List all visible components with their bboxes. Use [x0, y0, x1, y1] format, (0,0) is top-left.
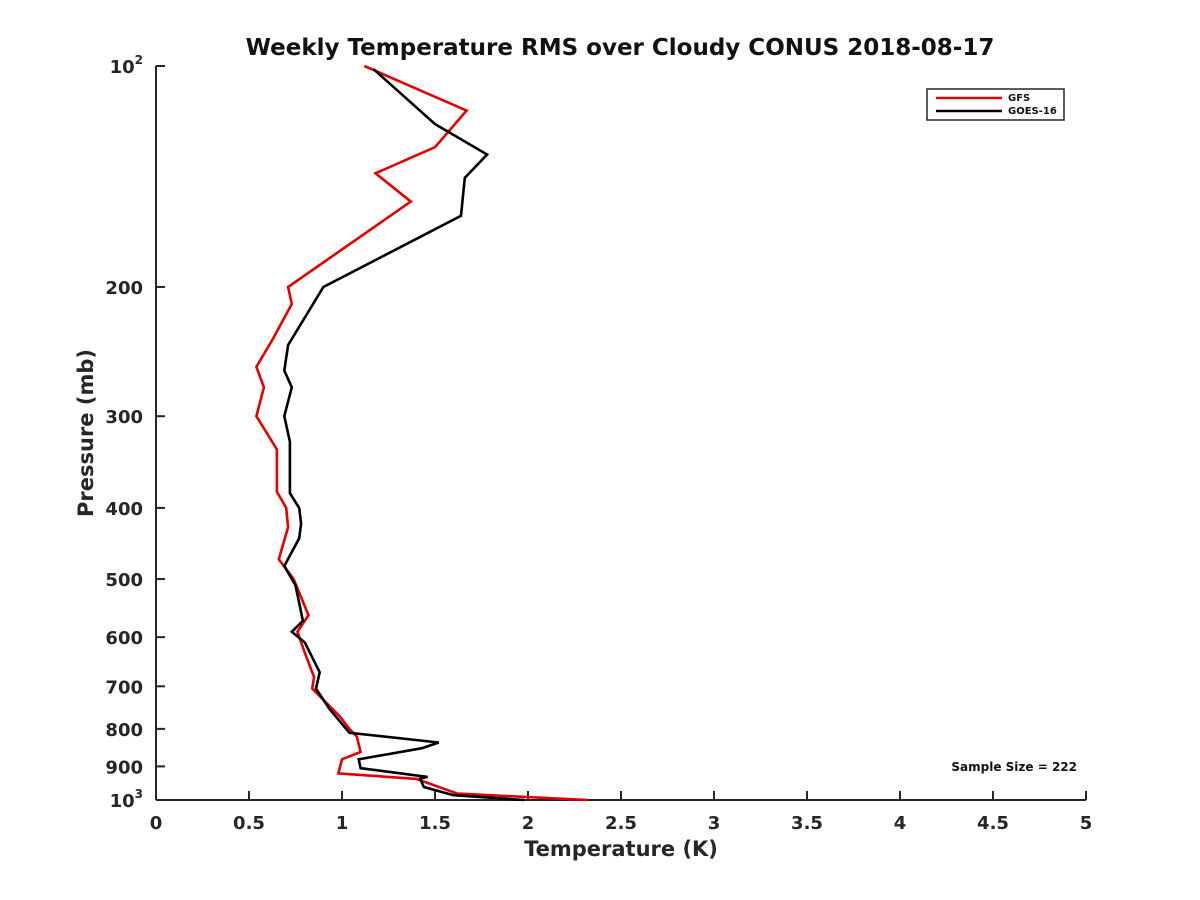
y-tick-label: 102 — [110, 53, 143, 78]
y-tick-label: 500 — [105, 570, 143, 591]
y-tick-base: 200 — [105, 278, 143, 299]
x-tick-label: 4.5 — [977, 813, 1009, 834]
chart-title: Weekly Temperature RMS over Cloudy CONUS… — [246, 35, 995, 61]
x-axis-label: Temperature (K) — [524, 837, 718, 861]
y-tick-base: 900 — [105, 757, 143, 778]
x-tick-label: 5 — [1080, 813, 1093, 834]
legend-label-goes16: GOES-16 — [1008, 106, 1057, 117]
y-tick-base: 300 — [105, 407, 143, 428]
x-tick-label: 0 — [150, 813, 163, 834]
y-tick-base: 500 — [105, 570, 143, 591]
y-tick-label: 800 — [105, 720, 143, 741]
y-tick-base: 10 — [110, 791, 135, 812]
y-axis-label: Pressure (mb) — [74, 349, 98, 517]
x-tick-label: 3.5 — [791, 813, 823, 834]
sample-size-annotation: Sample Size = 222 — [951, 760, 1077, 774]
y-tick-label: 900 — [105, 757, 143, 778]
y-tick-base: 800 — [105, 720, 143, 741]
y-tick-label: 600 — [105, 628, 143, 649]
x-tick-label: 2 — [522, 813, 535, 834]
y-tick-base: 600 — [105, 628, 143, 649]
y-tick-label: 700 — [105, 677, 143, 698]
legend-label-gfs: GFS — [1008, 93, 1030, 104]
x-tick-label: 1 — [336, 813, 349, 834]
x-tick-label: 2.5 — [605, 813, 637, 834]
plot-area: 0 0.5 1 1.5 2 2.5 3 3.5 4 4.5 5 102200300400500600… — [105, 53, 1092, 834]
x-ticks: 0 0.5 1 1.5 2 2.5 3 3.5 4 4.5 5 — [150, 791, 1093, 834]
y-tick-exponent: 2 — [135, 53, 143, 67]
series-line-gfs — [254, 64, 588, 802]
x-tick-label: 4 — [894, 813, 907, 834]
legend-box — [926, 88, 1065, 121]
x-tick-label: 0.5 — [233, 813, 265, 834]
y-tick-base: 700 — [105, 677, 143, 698]
legend: GFS GOES-16 — [926, 88, 1065, 121]
y-tick-base: 400 — [105, 499, 143, 520]
y-tick-exponent: 3 — [135, 787, 143, 801]
x-tick-label: 1.5 — [419, 813, 451, 834]
y-tick-label: 200 — [105, 278, 143, 299]
y-tick-base: 10 — [110, 57, 135, 78]
y-tick-label: 300 — [105, 407, 143, 428]
y-tick-label: 400 — [105, 499, 143, 520]
y-tick-label: 103 — [110, 787, 143, 812]
series-line-goes-16 — [282, 68, 525, 802]
series-lines — [254, 64, 588, 802]
x-tick-label: 3 — [708, 813, 721, 834]
